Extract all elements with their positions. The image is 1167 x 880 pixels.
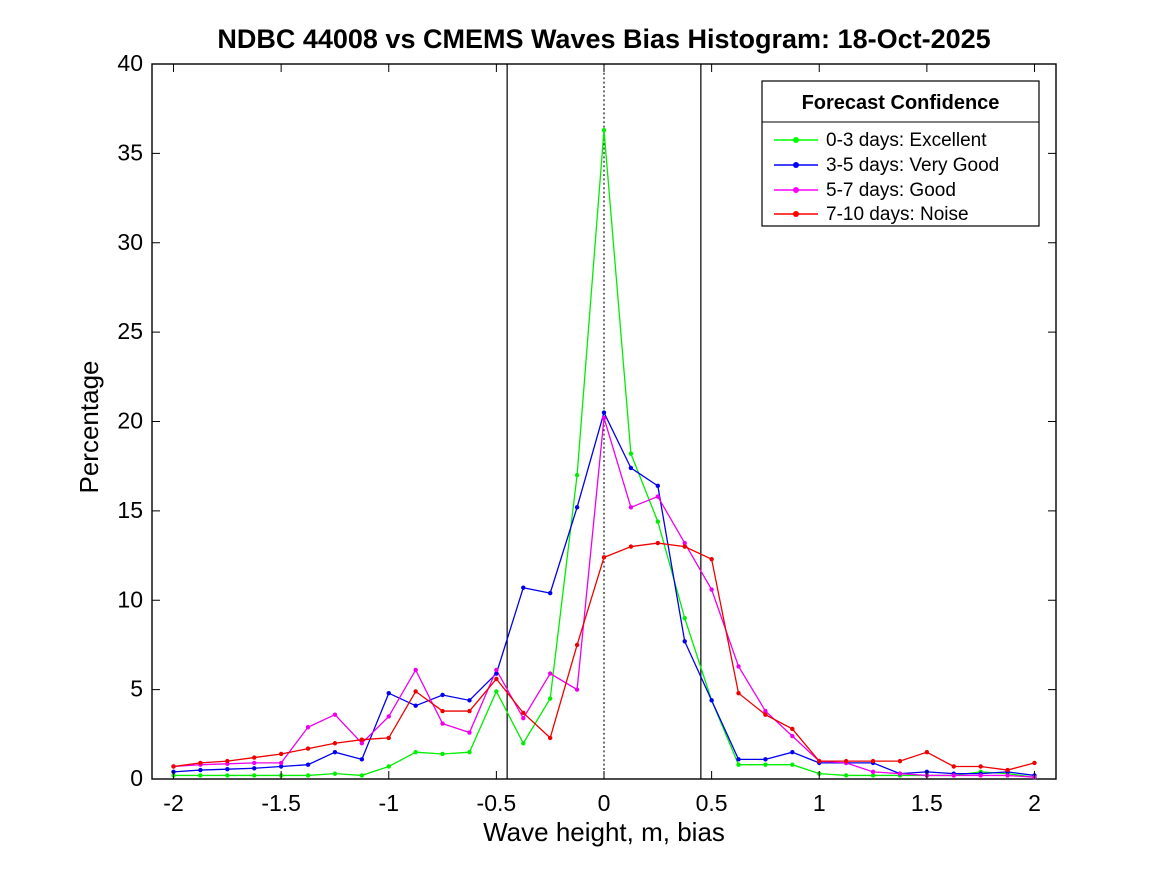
svg-text:3-5 days: Very Good: 3-5 days: Very Good xyxy=(826,155,999,176)
svg-text:5: 5 xyxy=(130,676,143,702)
svg-text:0.5: 0.5 xyxy=(696,790,728,816)
svg-text:-2: -2 xyxy=(163,790,183,816)
svg-text:0: 0 xyxy=(130,765,143,791)
svg-text:15: 15 xyxy=(117,497,143,523)
svg-text:Wave height, m, bias: Wave height, m, bias xyxy=(483,817,725,847)
svg-text:-1: -1 xyxy=(379,790,399,816)
svg-text:35: 35 xyxy=(117,139,143,165)
svg-text:2: 2 xyxy=(1028,790,1041,816)
svg-text:Forecast Confidence: Forecast Confidence xyxy=(802,92,1000,114)
svg-text:0: 0 xyxy=(598,790,611,816)
svg-text:10: 10 xyxy=(117,586,143,612)
svg-text:Percentage: Percentage xyxy=(74,361,104,494)
svg-text:0-3 days: Excellent: 0-3 days: Excellent xyxy=(826,130,987,151)
svg-text:1: 1 xyxy=(813,790,826,816)
svg-text:5-7 days: Good: 5-7 days: Good xyxy=(826,180,956,201)
svg-text:1.5: 1.5 xyxy=(911,790,943,816)
svg-text:30: 30 xyxy=(117,229,143,255)
svg-text:25: 25 xyxy=(117,318,143,344)
svg-text:-1.5: -1.5 xyxy=(261,790,301,816)
svg-text:-0.5: -0.5 xyxy=(477,790,517,816)
svg-text:20: 20 xyxy=(117,408,143,434)
svg-text:7-10 days: Noise: 7-10 days: Noise xyxy=(826,204,969,225)
svg-text:40: 40 xyxy=(117,50,143,76)
svg-text:NDBC 44008 vs CMEMS Waves Bias: NDBC 44008 vs CMEMS Waves Bias Histogram… xyxy=(217,24,990,54)
